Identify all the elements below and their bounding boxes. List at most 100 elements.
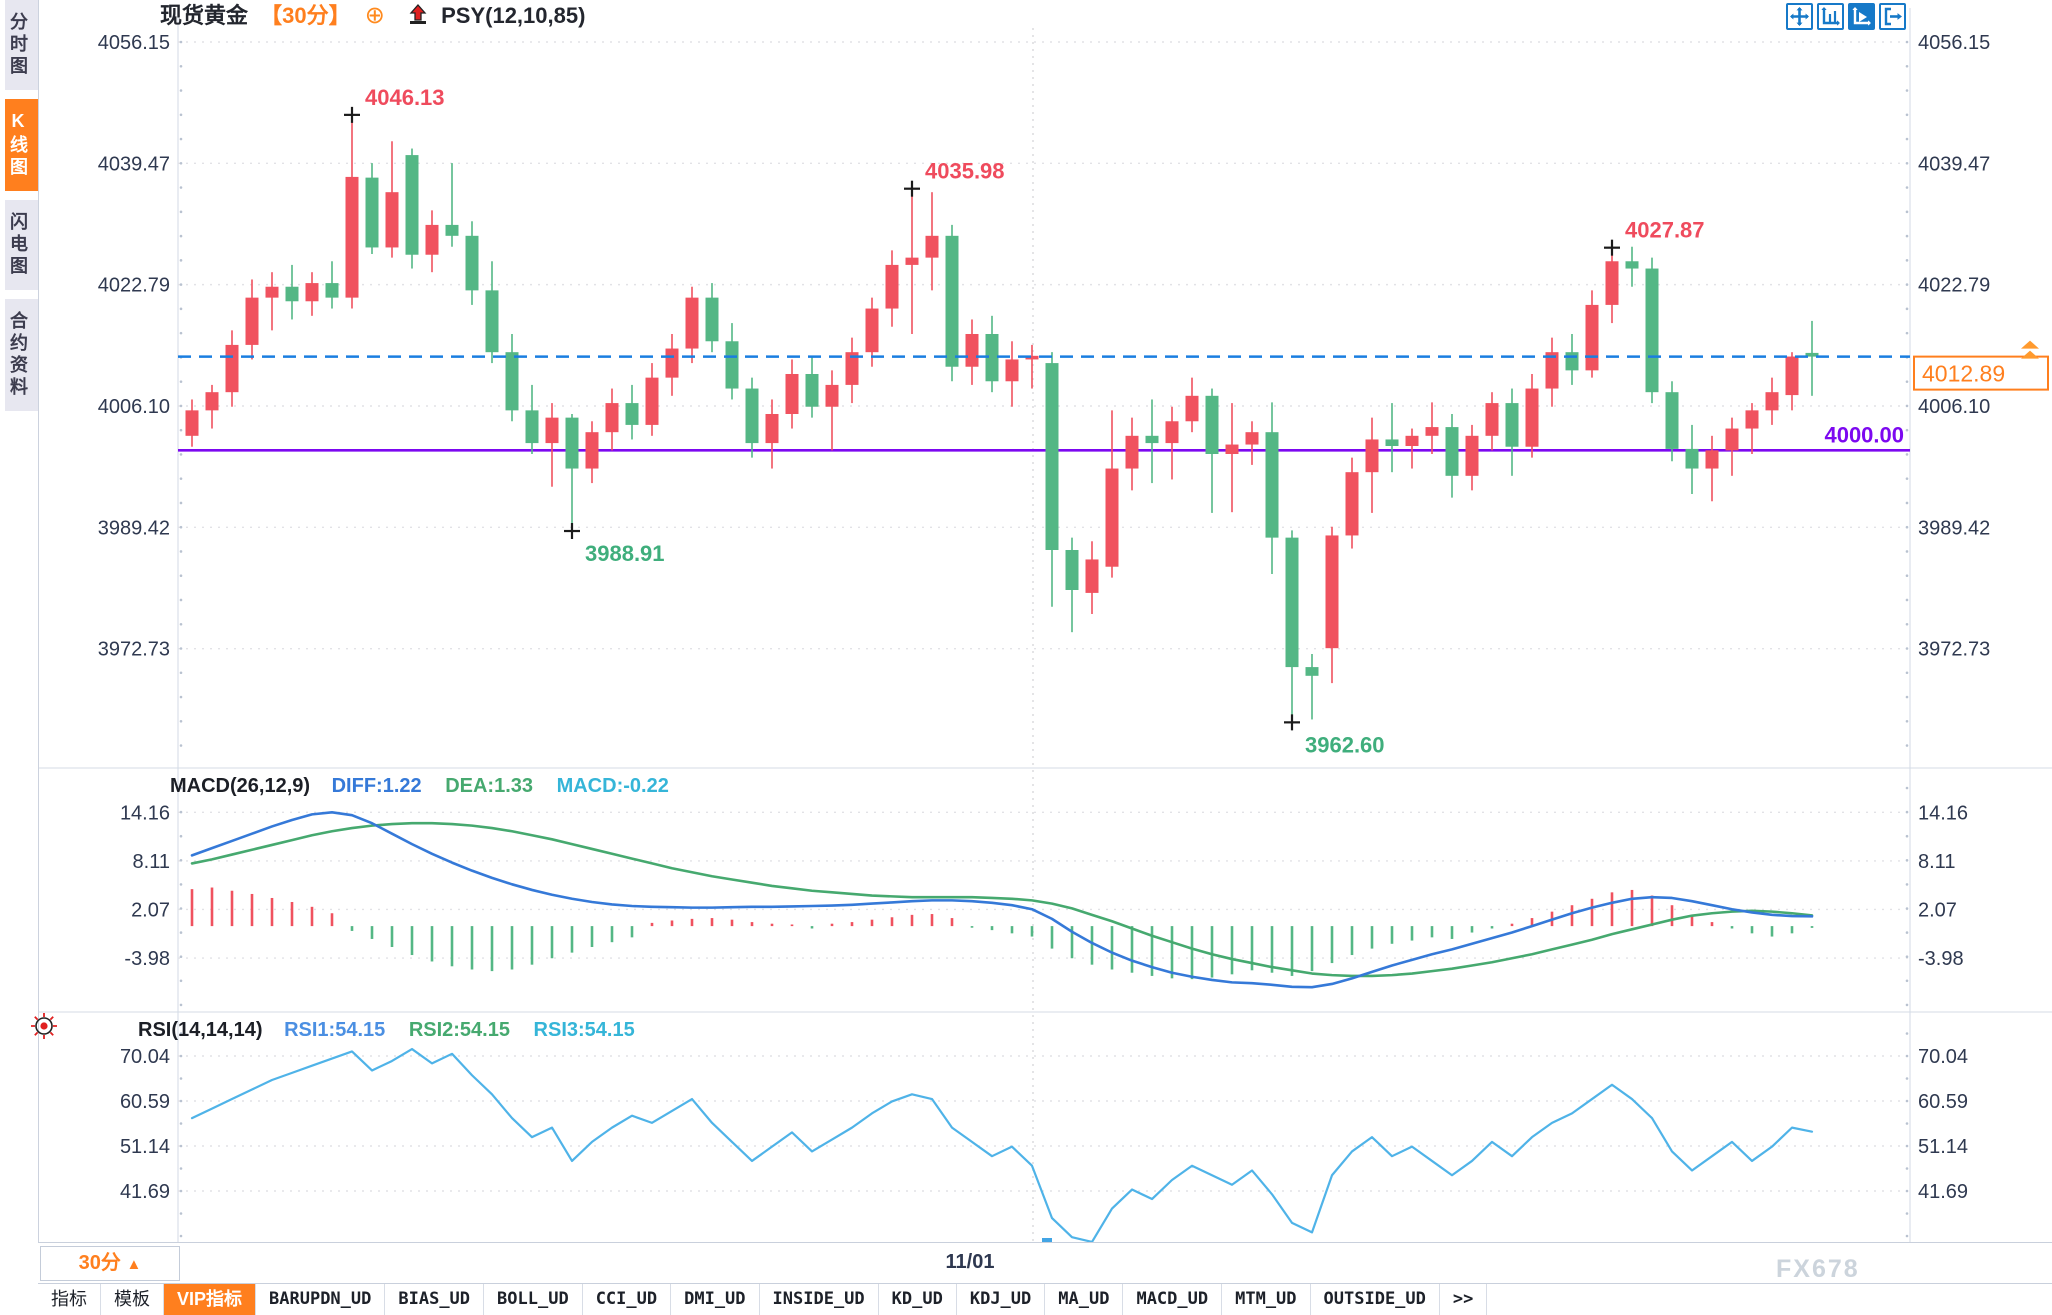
candle-body [1765,392,1779,411]
minor-tick [1905,1077,1909,1080]
minor-tick [1905,671,1909,675]
price-tick-left: 4022.79 [98,275,170,297]
candle-body [1605,261,1619,305]
zoom-axes-icon[interactable] [1817,3,1844,30]
minor-tick [179,979,183,983]
candle-body [865,308,879,353]
minor-tick [1905,89,1909,92]
tab-MA_UD[interactable]: MA_UD [1045,1284,1124,1315]
minor-tick [1905,453,1909,456]
candle-body [405,155,419,255]
tab-BARUPDN_UD[interactable]: BARUPDN_UD [256,1284,386,1315]
minor-tick [179,955,183,958]
price-tick-right: 3972.73 [1918,639,1990,661]
rsi-tick-right: 70.04 [1918,1046,1968,1068]
minor-tick [1905,307,1909,311]
minor-tick [179,331,183,335]
exit-right-icon[interactable] [1879,3,1906,30]
price-annotation: 3962.60 [1305,732,1385,757]
minor-tick [1905,574,1909,578]
tab-BIAS_UD[interactable]: BIAS_UD [385,1284,485,1315]
minor-tick [1905,1189,1909,1193]
timeframe-selector[interactable]: 30分 ▲ [40,1246,180,1281]
sun-icon[interactable] [31,1013,57,1044]
minor-tick [179,671,183,675]
tab-指标[interactable]: 指标 [38,1284,101,1315]
rsi3-readout: RSI3:54.15 [533,1019,635,1041]
candle-body [545,417,559,444]
sidebar-item-分时图[interactable]: 分时图 [5,0,38,90]
tab->>[interactable]: >> [1440,1284,1488,1315]
current-price-value: 4012.89 [1922,361,2005,387]
sidebar-item-合约资料[interactable]: 合约资料 [5,299,38,411]
add-indicator-icon[interactable]: ⊕ [364,2,385,29]
candle-body [1385,439,1399,446]
tab-MACD_UD[interactable]: MACD_UD [1123,1284,1223,1315]
minor-tick [1905,404,1909,408]
candle-body [1365,439,1379,473]
candle-body [185,410,199,436]
candle-body [1405,435,1419,446]
tab-DMI_UD[interactable]: DMI_UD [671,1284,760,1315]
minor-tick [179,525,183,529]
candle-body [565,417,579,469]
minor-tick [179,477,183,480]
candle-body [705,297,719,342]
candle-body [225,344,239,393]
candle-body [645,377,659,425]
tab-KDJ_UD[interactable]: KDJ_UD [957,1284,1046,1315]
minor-tick [179,1054,183,1058]
candle-body [1125,435,1139,469]
minor-tick [179,404,183,408]
candle-body [1005,359,1019,382]
minor-tick [179,259,183,262]
tab-CCI_UD[interactable]: CCI_UD [583,1284,672,1315]
candle-body [1205,395,1219,454]
sidebar-item-闪电图[interactable]: 闪电图 [5,200,38,290]
candle-body [605,403,619,433]
minor-tick [1905,955,1909,958]
macd-tick-left: 2.07 [131,899,170,921]
minor-tick [179,1234,183,1238]
candle-body [1665,392,1679,449]
candle-body [1105,468,1119,567]
minor-tick [179,744,183,747]
tab-KD_UD[interactable]: KD_UD [879,1284,957,1315]
candle-body [505,352,519,411]
tab-MTM_UD[interactable]: MTM_UD [1222,1284,1311,1315]
minor-tick [179,622,183,626]
price-tick-right: 4039.47 [1918,153,1990,175]
minor-tick [1905,859,1909,862]
zoom-play-icon[interactable] [1848,3,1875,30]
tab-模板[interactable]: 模板 [101,1284,164,1315]
price-tick-right: 3989.42 [1918,517,1990,539]
rsi-line [190,1047,1814,1244]
sidebar-item-K线图[interactable]: K线图 [5,99,38,191]
candle-body [725,341,739,389]
pan-icon[interactable] [1786,3,1813,30]
minor-tick [1905,622,1909,626]
tab-OUTSIDE_UD[interactable]: OUTSIDE_UD [1311,1284,1440,1315]
minor-tick [1905,1234,1909,1238]
candle-body [745,388,759,444]
tab-INSIDE_UD[interactable]: INSIDE_UD [760,1284,879,1315]
tab-BOLL_UD[interactable]: BOLL_UD [484,1284,583,1315]
rsi-tick-right: 41.69 [1918,1181,1968,1203]
minor-tick [179,40,183,44]
minor-tick [1905,810,1909,814]
minor-tick [1905,1144,1909,1148]
tab-VIP指标[interactable]: VIP指标 [164,1284,257,1315]
minor-tick [179,307,183,311]
minor-tick [1905,695,1909,699]
candle-body [1325,535,1339,649]
price-annotation: 4035.98 [925,159,1005,184]
minor-tick [1905,647,1909,650]
candle-body [965,333,979,367]
rsi-tick-left: 41.69 [120,1181,170,1203]
candle-body [325,283,339,298]
timeframe-label[interactable]: 【30分】 [260,3,351,28]
minor-tick [179,1003,183,1007]
minor-tick [179,501,183,505]
minor-tick [179,453,183,456]
macd-tick-left: 14.16 [120,802,170,824]
